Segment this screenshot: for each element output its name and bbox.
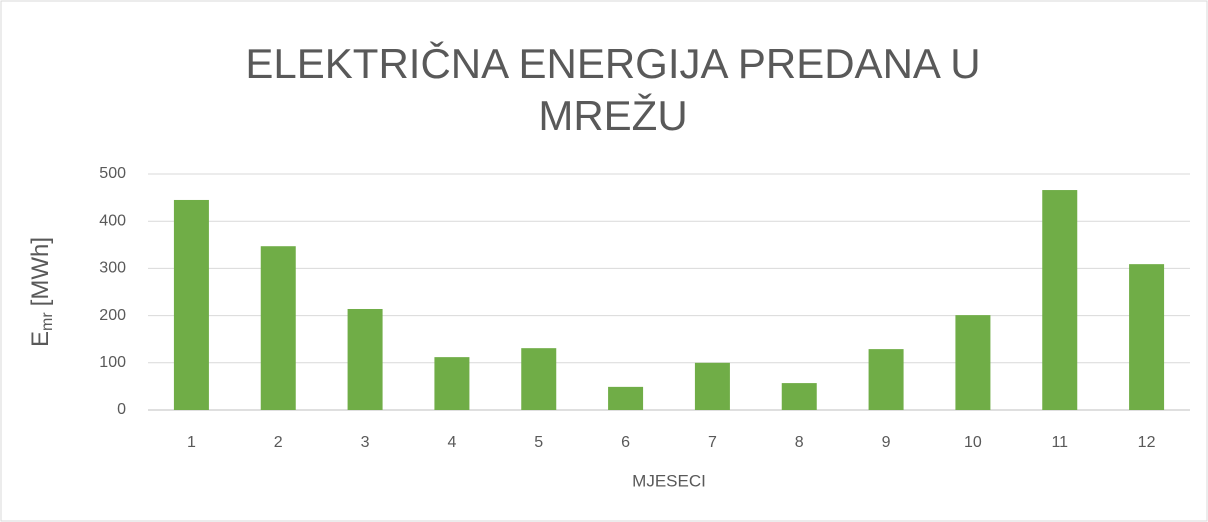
bar [608, 386, 644, 410]
x-tick-label: 7 [708, 434, 717, 451]
bar [434, 357, 470, 410]
y-tick-label: 500 [99, 165, 126, 182]
bar [173, 199, 209, 410]
y-tick-label: 300 [99, 260, 126, 277]
chart-title-line: ELEKTRIČNA ENERGIJA PREDANA U [245, 40, 980, 87]
y-tick-label: 200 [99, 307, 126, 324]
bar [521, 348, 557, 410]
x-tick-label: 9 [882, 434, 891, 451]
x-tick-label: 10 [964, 434, 982, 451]
x-tick-label: 3 [361, 434, 370, 451]
x-tick-label: 2 [274, 434, 283, 451]
bar [955, 315, 991, 410]
x-tick-label: 11 [1051, 434, 1068, 451]
y-tick-label: 0 [117, 401, 126, 418]
bar [781, 383, 817, 410]
y-label-unit: [MWh] [27, 237, 54, 306]
bar [694, 362, 730, 410]
bar [1042, 190, 1078, 410]
bar [260, 246, 296, 410]
y-tick-label: 400 [99, 212, 126, 229]
x-tick-label: 12 [1138, 434, 1156, 451]
x-tick-label: 1 [187, 434, 196, 451]
bar [1129, 264, 1165, 410]
x-tick-label: 6 [621, 434, 630, 451]
x-tick-label: 4 [447, 434, 456, 451]
y-axis-label: Emr [MWh] [27, 237, 56, 347]
bar [868, 349, 904, 410]
y-label-main: E [27, 331, 54, 347]
chart-title-line: MREŽU [538, 92, 687, 139]
y-tick-label: 100 [99, 354, 126, 371]
x-tick-label: 8 [795, 434, 804, 451]
x-axis-label: MJESECI [632, 471, 706, 490]
y-label-sub: mr [39, 312, 56, 331]
x-tick-label: 5 [534, 434, 543, 451]
bar [347, 308, 383, 410]
